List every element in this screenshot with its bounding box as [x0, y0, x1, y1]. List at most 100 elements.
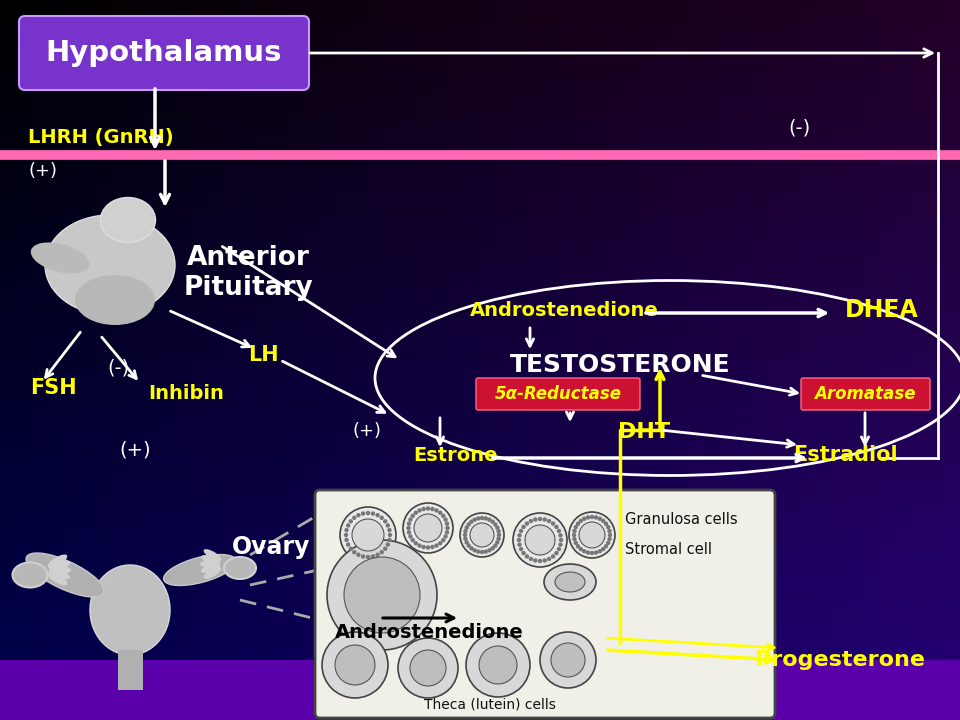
Bar: [624, 204, 640, 216]
Bar: [224, 468, 240, 480]
Bar: [0, 216, 16, 228]
Bar: [832, 672, 848, 684]
Bar: [752, 36, 768, 48]
Bar: [336, 180, 352, 192]
Bar: [16, 396, 32, 408]
Bar: [736, 312, 752, 324]
Bar: [256, 276, 272, 288]
Bar: [48, 180, 64, 192]
Bar: [256, 456, 272, 468]
Bar: [32, 96, 48, 108]
Ellipse shape: [90, 565, 170, 655]
Text: Estrone: Estrone: [413, 446, 497, 464]
Bar: [480, 384, 496, 396]
Bar: [128, 300, 144, 312]
Bar: [160, 228, 176, 240]
Bar: [800, 144, 816, 156]
Bar: [928, 96, 944, 108]
Bar: [816, 360, 832, 372]
Bar: [240, 180, 256, 192]
Bar: [672, 444, 688, 456]
Bar: [624, 60, 640, 72]
Bar: [144, 492, 160, 504]
Bar: [48, 624, 64, 636]
Bar: [336, 684, 352, 696]
Bar: [400, 72, 416, 84]
Bar: [896, 432, 912, 444]
Bar: [688, 468, 704, 480]
Bar: [304, 480, 320, 492]
Bar: [352, 432, 368, 444]
Bar: [736, 48, 752, 60]
Bar: [896, 552, 912, 564]
Bar: [384, 624, 400, 636]
Bar: [288, 228, 304, 240]
Bar: [48, 240, 64, 252]
Bar: [208, 600, 224, 612]
Bar: [320, 276, 336, 288]
Bar: [880, 600, 896, 612]
Bar: [320, 84, 336, 96]
Bar: [448, 684, 464, 696]
Bar: [64, 648, 80, 660]
Text: LH: LH: [248, 345, 278, 365]
Bar: [912, 84, 928, 96]
Bar: [416, 180, 432, 192]
Bar: [432, 636, 448, 648]
Bar: [48, 360, 64, 372]
Bar: [640, 600, 656, 612]
Bar: [864, 12, 880, 24]
Bar: [272, 180, 288, 192]
Text: Stromal cell: Stromal cell: [625, 542, 712, 557]
Bar: [112, 660, 128, 672]
Bar: [48, 348, 64, 360]
Bar: [64, 108, 80, 120]
Bar: [48, 696, 64, 708]
Bar: [64, 24, 80, 36]
Bar: [816, 48, 832, 60]
Bar: [112, 408, 128, 420]
Bar: [256, 636, 272, 648]
Bar: [320, 0, 336, 12]
Bar: [48, 708, 64, 720]
Bar: [448, 636, 464, 648]
Bar: [720, 516, 736, 528]
Bar: [912, 144, 928, 156]
Circle shape: [411, 538, 415, 542]
Bar: [256, 528, 272, 540]
Bar: [768, 324, 784, 336]
Bar: [624, 672, 640, 684]
Bar: [144, 444, 160, 456]
Bar: [192, 324, 208, 336]
Bar: [688, 156, 704, 168]
Bar: [480, 372, 496, 384]
Bar: [64, 384, 80, 396]
Bar: [224, 288, 240, 300]
Bar: [192, 180, 208, 192]
Bar: [272, 36, 288, 48]
Bar: [16, 468, 32, 480]
Bar: [576, 168, 592, 180]
Bar: [688, 456, 704, 468]
Bar: [352, 348, 368, 360]
Bar: [480, 24, 496, 36]
Bar: [800, 408, 816, 420]
Ellipse shape: [31, 243, 89, 274]
Bar: [448, 576, 464, 588]
Bar: [416, 456, 432, 468]
Bar: [384, 636, 400, 648]
Bar: [784, 360, 800, 372]
Circle shape: [386, 542, 390, 546]
Bar: [640, 564, 656, 576]
Bar: [304, 636, 320, 648]
Bar: [576, 72, 592, 84]
Bar: [240, 396, 256, 408]
Bar: [96, 336, 112, 348]
Bar: [592, 612, 608, 624]
Bar: [80, 0, 96, 12]
Bar: [448, 132, 464, 144]
Circle shape: [487, 518, 492, 522]
Bar: [880, 444, 896, 456]
Bar: [192, 120, 208, 132]
Bar: [224, 264, 240, 276]
